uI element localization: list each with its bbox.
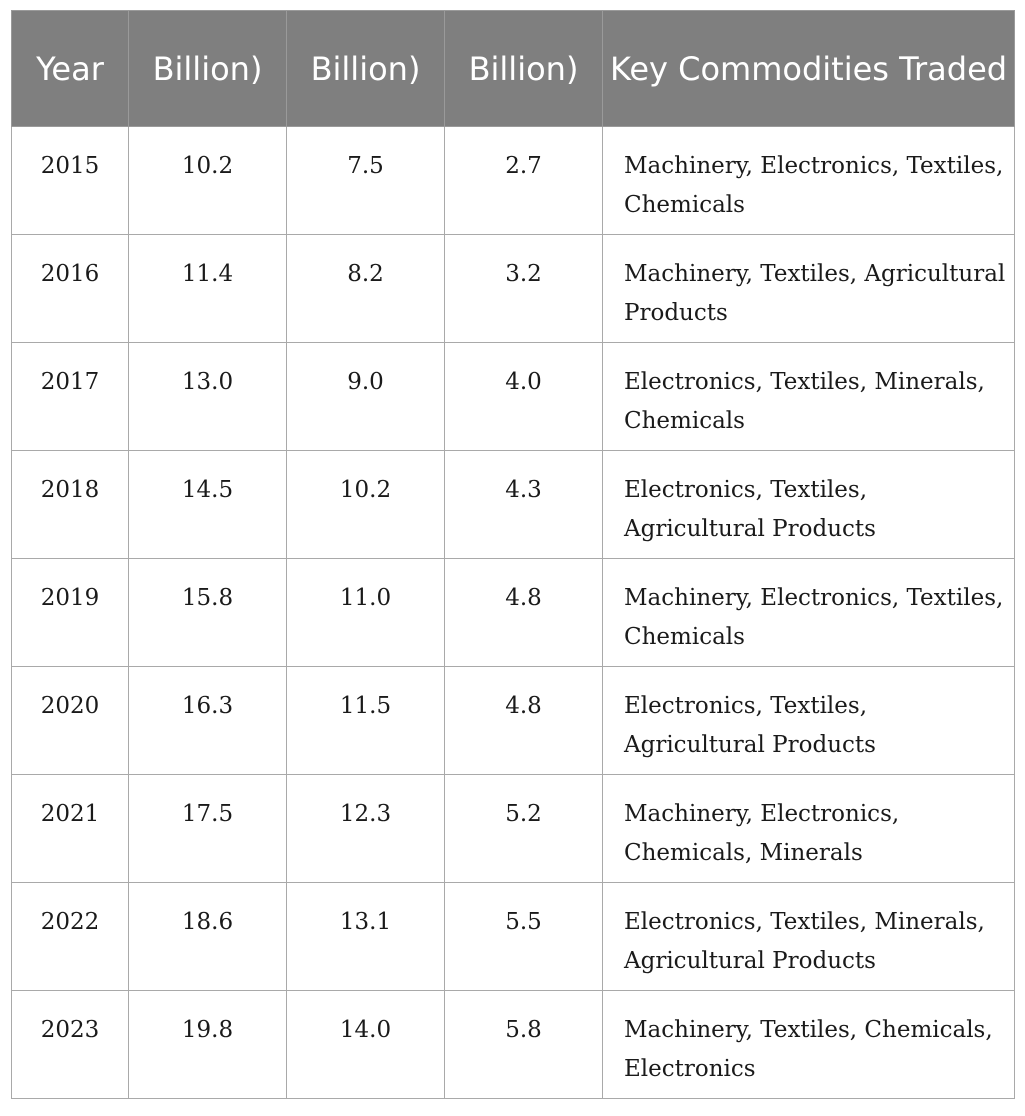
cell-billion-1: 13.0 [128, 342, 287, 451]
table-row: 2017 13.0 9.0 4.0 Electronics, Textiles,… [11, 342, 1015, 451]
cell-billion-3: 4.0 [444, 342, 603, 451]
table-row: 2020 16.3 11.5 4.8 Electronics, Textiles… [11, 666, 1015, 775]
header-billion-1: Billion) [128, 10, 287, 127]
cell-billion-3: 5.8 [444, 990, 603, 1099]
header-billion-3: Billion) [444, 10, 603, 127]
trade-table-container: Year Billion) Billion) Billion) Key Comm… [11, 10, 1015, 1099]
cell-year: 2021 [11, 774, 129, 883]
header-year: Year [11, 10, 129, 127]
table-row: 2015 10.2 7.5 2.7 Machinery, Electronics… [11, 126, 1015, 235]
cell-commodities: Machinery, Textiles, Agricultural Produc… [602, 234, 1015, 343]
cell-billion-3: 2.7 [444, 126, 603, 235]
cell-commodities: Machinery, Electronics, Textiles, Chemic… [602, 558, 1015, 667]
cell-commodities: Electronics, Textiles, Agricultural Prod… [602, 666, 1015, 775]
cell-commodities: Electronics, Textiles, Agricultural Prod… [602, 450, 1015, 559]
cell-billion-2: 11.5 [286, 666, 445, 775]
cell-billion-2: 8.2 [286, 234, 445, 343]
cell-billion-2: 10.2 [286, 450, 445, 559]
cell-billion-2: 14.0 [286, 990, 445, 1099]
cell-billion-3: 5.5 [444, 882, 603, 991]
cell-billion-3: 4.8 [444, 558, 603, 667]
cell-year: 2015 [11, 126, 129, 235]
cell-billion-2: 12.3 [286, 774, 445, 883]
cell-commodities: Machinery, Electronics, Textiles, Chemic… [602, 126, 1015, 235]
trade-table: Year Billion) Billion) Billion) Key Comm… [11, 10, 1015, 1099]
cell-billion-1: 11.4 [128, 234, 287, 343]
table-row: 2016 11.4 8.2 3.2 Machinery, Textiles, A… [11, 234, 1015, 343]
cell-billion-1: 10.2 [128, 126, 287, 235]
header-key-commodities: Key Commodities Traded [602, 10, 1015, 127]
cell-commodities: Electronics, Textiles, Minerals, Chemica… [602, 342, 1015, 451]
cell-year: 2023 [11, 990, 129, 1099]
cell-billion-2: 13.1 [286, 882, 445, 991]
header-row: Year Billion) Billion) Billion) Key Comm… [11, 10, 1015, 127]
cell-year: 2020 [11, 666, 129, 775]
cell-billion-1: 16.3 [128, 666, 287, 775]
cell-billion-2: 9.0 [286, 342, 445, 451]
header-billion-2: Billion) [286, 10, 445, 127]
table-row: 2018 14.5 10.2 4.3 Electronics, Textiles… [11, 450, 1015, 559]
table-row: 2023 19.8 14.0 5.8 Machinery, Textiles, … [11, 990, 1015, 1099]
table-row: 2021 17.5 12.3 5.2 Machinery, Electronic… [11, 774, 1015, 883]
cell-billion-1: 15.8 [128, 558, 287, 667]
cell-commodities: Machinery, Electronics, Chemicals, Miner… [602, 774, 1015, 883]
cell-year: 2016 [11, 234, 129, 343]
cell-commodities: Electronics, Textiles, Minerals, Agricul… [602, 882, 1015, 991]
cell-billion-3: 4.3 [444, 450, 603, 559]
cell-year: 2018 [11, 450, 129, 559]
cell-billion-1: 19.8 [128, 990, 287, 1099]
cell-billion-1: 18.6 [128, 882, 287, 991]
cell-billion-1: 17.5 [128, 774, 287, 883]
cell-billion-2: 7.5 [286, 126, 445, 235]
cell-year: 2022 [11, 882, 129, 991]
table-row: 2019 15.8 11.0 4.8 Machinery, Electronic… [11, 558, 1015, 667]
cell-billion-3: 4.8 [444, 666, 603, 775]
cell-billion-3: 5.2 [444, 774, 603, 883]
cell-year: 2017 [11, 342, 129, 451]
cell-year: 2019 [11, 558, 129, 667]
table-header: Year Billion) Billion) Billion) Key Comm… [11, 10, 1015, 127]
cell-billion-3: 3.2 [444, 234, 603, 343]
cell-commodities: Machinery, Textiles, Chemicals, Electron… [602, 990, 1015, 1099]
table-row: 2022 18.6 13.1 5.5 Electronics, Textiles… [11, 882, 1015, 991]
cell-billion-1: 14.5 [128, 450, 287, 559]
cell-billion-2: 11.0 [286, 558, 445, 667]
table-body: 2015 10.2 7.5 2.7 Machinery, Electronics… [11, 126, 1015, 1099]
